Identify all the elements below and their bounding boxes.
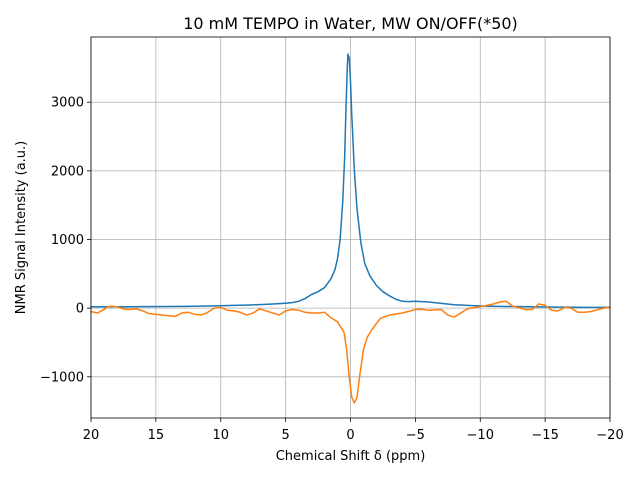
series-line-2 (90, 300, 611, 404)
x-tick-label: 0 (346, 428, 354, 443)
y-axis-label: NMR Signal Intensity (a.u.) (14, 141, 29, 315)
x-axis-label: Chemical Shift δ (ppm) (276, 449, 426, 464)
chart-title: 10 mM TEMPO in Water, MW ON/OFF(*50) (183, 14, 518, 33)
x-tick-label: 5 (281, 428, 289, 443)
x-tick-label: 10 (212, 428, 229, 443)
grid-lines (90, 37, 611, 418)
series-line-1 (90, 53, 611, 309)
x-tick-label: 15 (148, 428, 165, 443)
y-tick-label: 2000 (51, 164, 84, 179)
series-layer (90, 53, 611, 404)
axis-ticks: 20 15 10 5 0 −5 −10 −15 −20 −1000 0 1000 2000 3000 (40, 96, 624, 443)
x-tick-label: 20 (83, 428, 100, 443)
y-tick-label: 3000 (51, 96, 84, 111)
x-tick-label: −20 (596, 428, 623, 443)
y-tick-label: −1000 (40, 370, 84, 385)
y-tick-label: 1000 (51, 233, 84, 248)
x-tick-label: −10 (467, 428, 494, 443)
y-tick-label: 0 (76, 302, 84, 317)
x-tick-label: −15 (531, 428, 558, 443)
x-tick-label: −5 (406, 428, 425, 443)
